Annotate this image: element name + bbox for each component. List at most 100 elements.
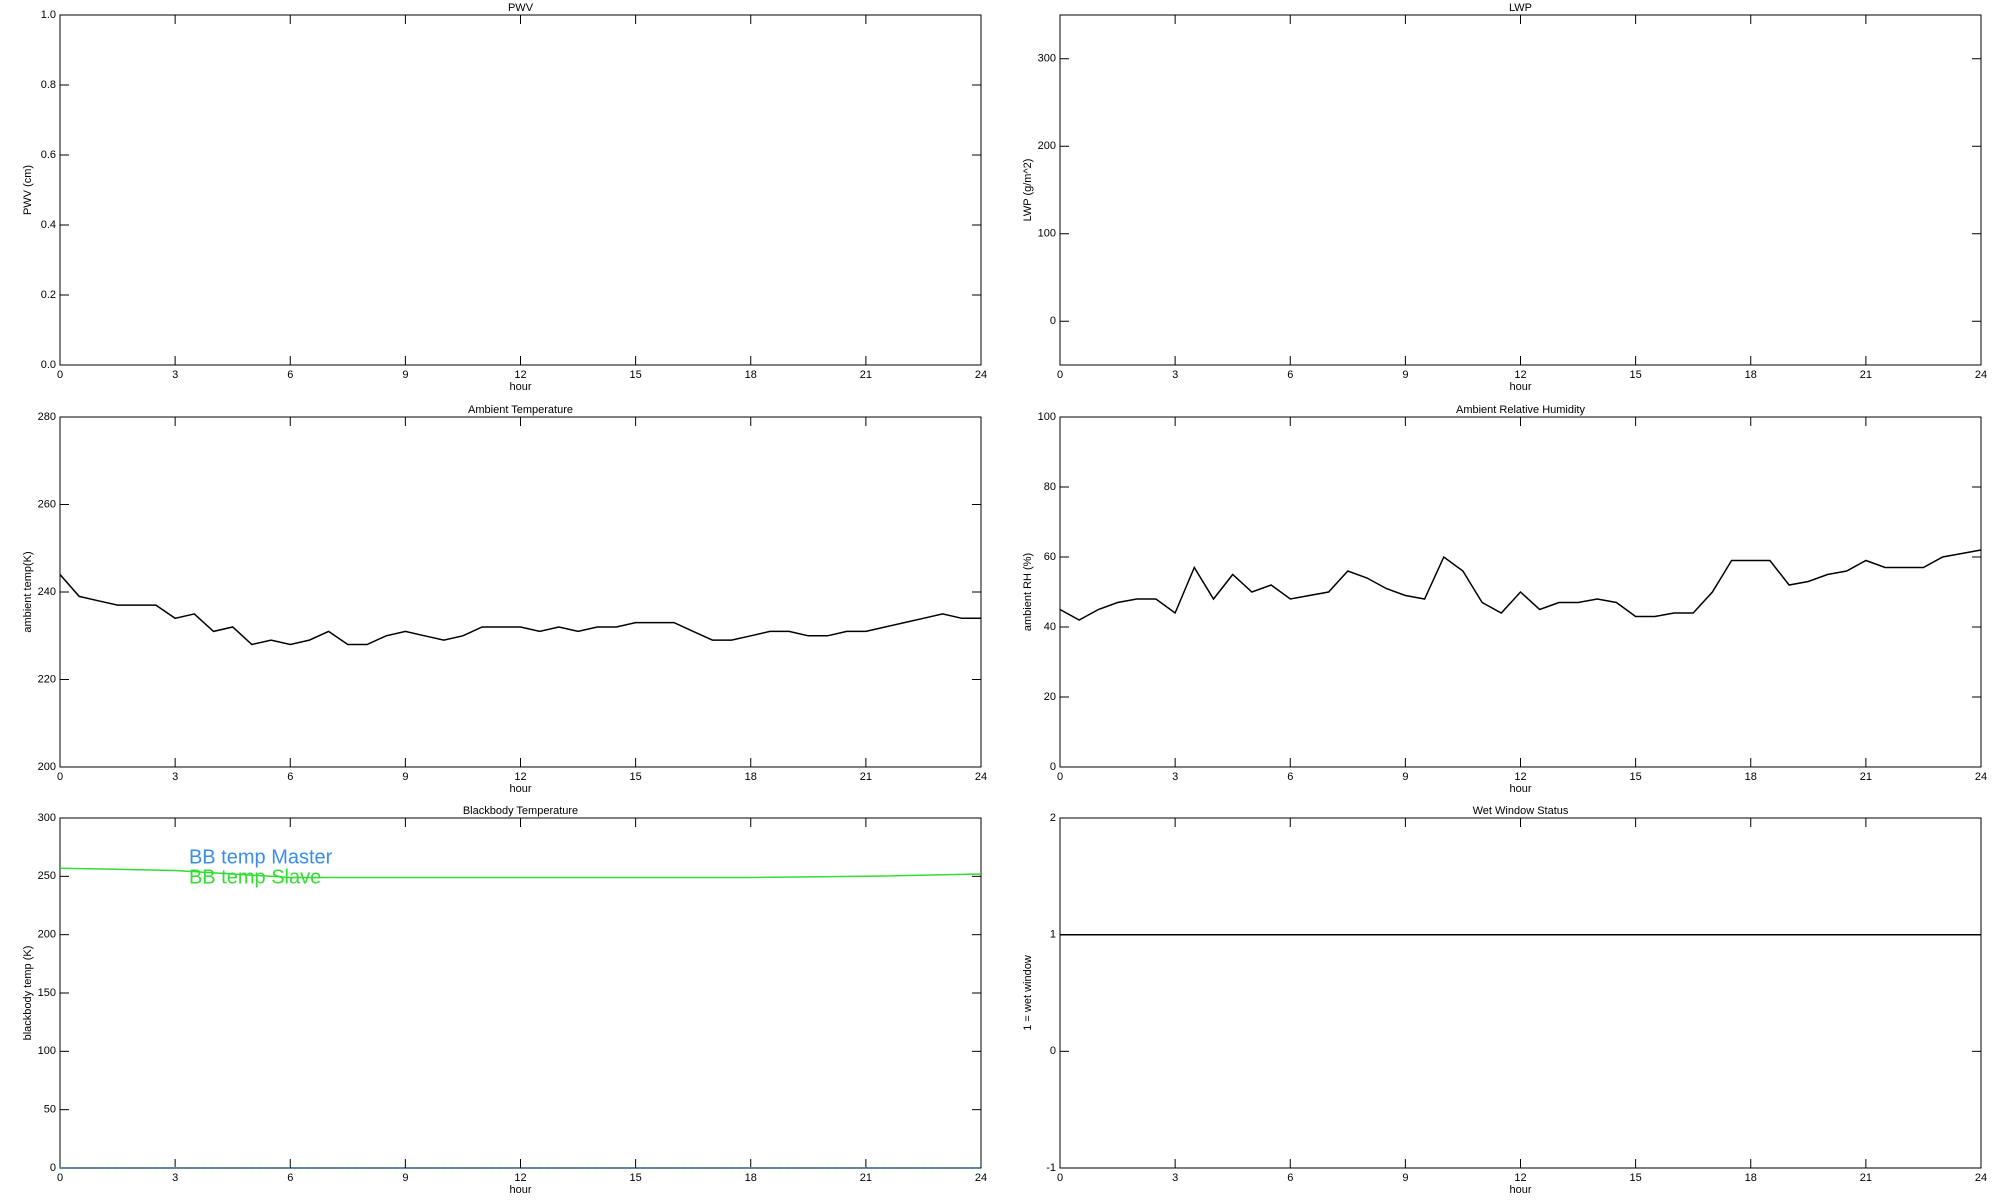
x-axis-label: hour (1509, 783, 1531, 795)
y-axis-label: PWV (cm) (22, 165, 34, 215)
y-tick-label: 0.6 (41, 149, 56, 161)
y-tick-label: 20 (1044, 691, 1056, 703)
y-tick-label: 100 (38, 1045, 56, 1057)
y-axis-label: blackbody temp (K) (22, 946, 34, 1041)
x-tick-label: 9 (402, 1172, 408, 1184)
x-tick-label: 6 (287, 369, 293, 381)
x-tick-label: 3 (172, 1172, 178, 1184)
y-axis-label: ambient RH (%) (1022, 553, 1034, 631)
plot-frame (1059, 14, 1982, 366)
x-tick-label: 21 (860, 1172, 872, 1184)
legend-entry: BB temp Slave (189, 866, 321, 888)
x-tick-label: 3 (1172, 771, 1178, 783)
y-tick-label: 0.2 (41, 289, 56, 301)
x-tick-label: 3 (172, 771, 178, 783)
x-tick-label: 24 (1975, 1172, 1987, 1184)
y-tick-label: 0 (1050, 315, 1056, 327)
y-tick-label: 1.0 (41, 9, 56, 21)
y-tick-label: 0 (1050, 1045, 1056, 1057)
y-tick-label: 260 (38, 498, 56, 510)
panel: Blackbody Temperature hour blackbody temp … (22, 805, 987, 1196)
panel: Wet Window Status hour 1 = wet window 0 3 6 9 1… (1022, 805, 1987, 1196)
x-tick-label: 18 (1745, 369, 1757, 381)
x-tick-label: 6 (1287, 369, 1293, 381)
y-tick-label: 0 (1050, 761, 1056, 773)
x-tick-label: 18 (1745, 771, 1757, 783)
x-tick-label: 3 (172, 369, 178, 381)
panel-title: Wet Window Status (1473, 805, 1569, 817)
x-tick-label: 21 (1860, 1172, 1872, 1184)
panel-title: Ambient Temperature (468, 404, 573, 416)
data-line (1059, 549, 1982, 621)
panel: Ambient Relative Humidity hour ambient RH … (1022, 404, 1987, 795)
y-tick-label: 100 (1038, 411, 1056, 423)
x-tick-label: 9 (1402, 1172, 1408, 1184)
y-tick-label: -1 (1046, 1162, 1056, 1174)
x-tick-label: 3 (1172, 1172, 1178, 1184)
x-tick-label: 0 (57, 771, 63, 783)
panel: PWV hour PWV (cm) 0 3 6 9 12 15 18 21 24 0.0 0.2 0.4 0.… (22, 2, 987, 393)
x-tick-label: 18 (745, 369, 757, 381)
x-tick-label: 18 (745, 1172, 757, 1184)
x-tick-label: 15 (1630, 771, 1642, 783)
x-tick-label: 0 (1057, 1172, 1063, 1184)
x-tick-label: 9 (402, 771, 408, 783)
panel-title: PWV (508, 2, 534, 14)
x-axis-label: hour (1509, 381, 1531, 393)
x-tick-label: 21 (860, 771, 872, 783)
x-tick-label: 15 (630, 369, 642, 381)
y-tick-label: 200 (38, 929, 56, 941)
y-tick-label: 220 (38, 673, 56, 685)
data-line (59, 867, 982, 879)
panel-title: Blackbody Temperature (463, 805, 578, 817)
x-tick-label: 0 (1057, 369, 1063, 381)
y-tick-label: 200 (38, 761, 56, 773)
y-tick-label: 200 (1038, 140, 1056, 152)
y-tick-label: 0 (50, 1162, 56, 1174)
y-tick-label: 280 (38, 411, 56, 423)
x-tick-label: 9 (1402, 771, 1408, 783)
y-tick-label: 1 (1050, 929, 1056, 941)
y-tick-label: 50 (44, 1104, 56, 1116)
x-tick-label: 6 (1287, 1172, 1293, 1184)
x-tick-label: 9 (1402, 369, 1408, 381)
y-tick-label: 0.8 (41, 79, 56, 91)
y-axis-label: LWP (g/m^2) (1022, 159, 1034, 222)
plot-frame (59, 14, 982, 366)
y-tick-label: 300 (1038, 53, 1056, 65)
panel: LWP hour LWP (g/m^2) 0 3 6 9 12 15 18 21 24 0 100 200 3… (1022, 2, 1987, 393)
panel: Ambient Temperature hour ambient temp(K) 0 3… (22, 404, 987, 795)
x-tick-label: 18 (745, 771, 757, 783)
x-tick-label: 21 (1860, 369, 1872, 381)
x-tick-label: 0 (1057, 771, 1063, 783)
y-tick-label: 60 (1044, 551, 1056, 563)
x-tick-label: 15 (1630, 1172, 1642, 1184)
y-tick-label: 240 (38, 586, 56, 598)
y-axis-label: 1 = wet window (1022, 955, 1034, 1031)
y-tick-label: 150 (38, 987, 56, 999)
x-tick-label: 12 (1514, 1172, 1526, 1184)
y-tick-label: 80 (1044, 481, 1056, 493)
y-tick-label: 100 (1038, 228, 1056, 240)
y-tick-label: 40 (1044, 621, 1056, 633)
x-tick-label: 12 (1514, 771, 1526, 783)
x-tick-label: 12 (514, 1172, 526, 1184)
x-tick-label: 24 (975, 369, 987, 381)
x-tick-label: 3 (1172, 369, 1178, 381)
x-axis-label: hour (1509, 1184, 1531, 1196)
x-axis-label: hour (509, 1184, 531, 1196)
x-tick-label: 6 (287, 771, 293, 783)
x-tick-label: 24 (1975, 771, 1987, 783)
x-tick-label: 0 (57, 1172, 63, 1184)
x-tick-label: 15 (1630, 369, 1642, 381)
panel-title: LWP (1509, 2, 1532, 14)
x-tick-label: 12 (1514, 369, 1526, 381)
y-tick-label: 0.4 (41, 219, 56, 231)
x-tick-label: 15 (630, 771, 642, 783)
x-tick-label: 18 (1745, 1172, 1757, 1184)
plot-frame (1059, 817, 1982, 1169)
x-tick-label: 12 (514, 369, 526, 381)
x-tick-label: 21 (1860, 771, 1872, 783)
y-axis-label: ambient temp(K) (22, 551, 34, 632)
